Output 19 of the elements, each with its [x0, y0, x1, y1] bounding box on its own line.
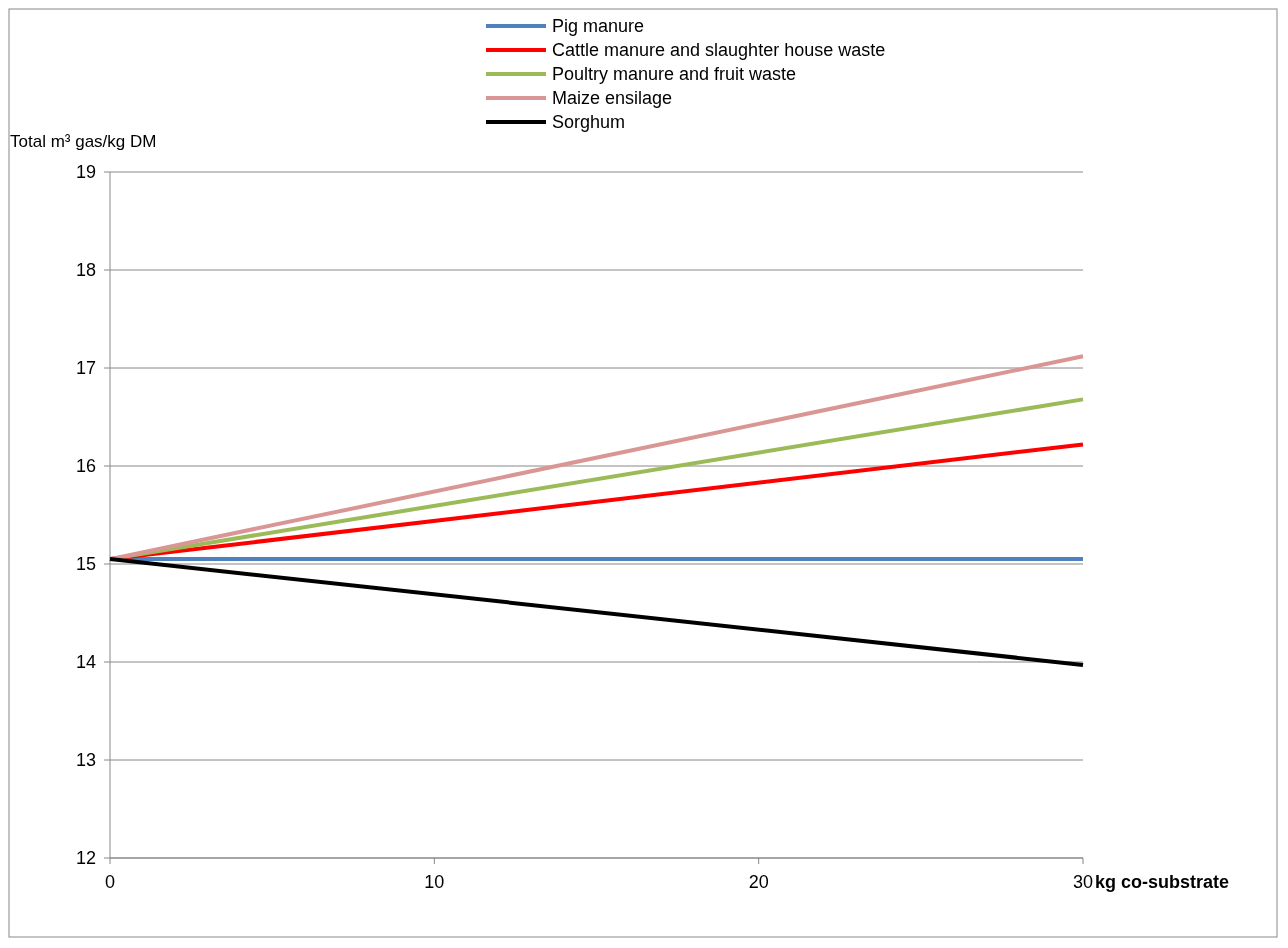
x-tick-label: 10 — [424, 872, 445, 892]
legend-label: Sorghum — [552, 112, 626, 133]
y-axis-title: Total m³ gas/kg DM — [10, 132, 157, 151]
y-tick-label: 18 — [75, 260, 96, 281]
x-tick-label: 0 — [104, 872, 116, 892]
legend-label: Poultry manure and fruit waste — [552, 64, 797, 85]
legend-label: Cattle manure and slaughter house waste — [552, 40, 886, 61]
y-tick-label: 14 — [75, 652, 96, 673]
x-axis-title: kg co-substrate — [1095, 872, 1230, 892]
y-tick-label: 13 — [75, 750, 96, 771]
legend-label: Maize ensilage — [552, 88, 673, 109]
y-tick-label: 17 — [75, 358, 96, 379]
legend-label: Pig manure — [552, 16, 645, 37]
x-tick-label: 30 — [1072, 872, 1094, 892]
y-tick-label: 16 — [75, 456, 96, 477]
y-tick-label: 12 — [75, 848, 96, 869]
y-tick-label: 19 — [75, 162, 96, 183]
y-tick-label: 15 — [75, 554, 96, 575]
x-tick-label: 20 — [748, 872, 769, 892]
